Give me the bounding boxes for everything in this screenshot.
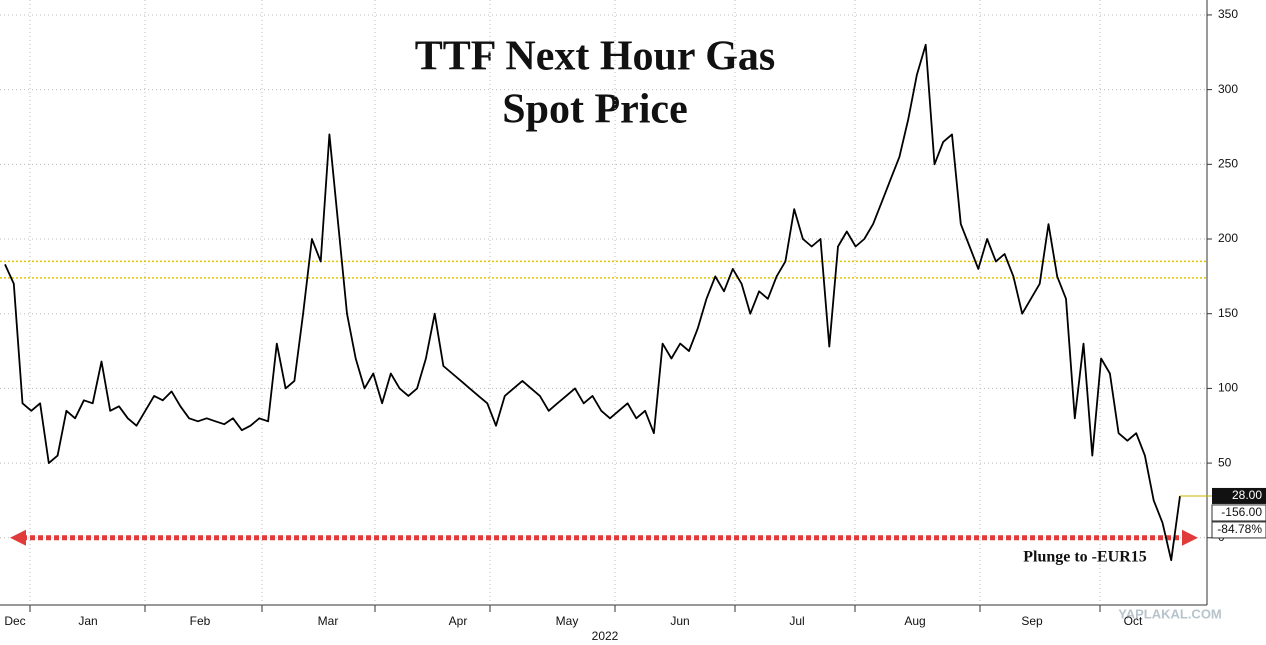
x-tick-label: Dec (4, 614, 25, 628)
change-tag (1211, 504, 1266, 522)
y-tick-label: 50 (1218, 455, 1232, 469)
last-value-label: 28.00 (1232, 488, 1262, 502)
arrow-head (10, 529, 26, 546)
x-tick-label: Aug (904, 614, 925, 628)
line-series (4, 43, 1181, 562)
x-tick-label: Jun (670, 614, 689, 628)
last-value-tag (1212, 487, 1266, 504)
x-tick-label: Mar (318, 614, 339, 628)
year-label: 2022 (592, 629, 619, 643)
annotation: Plunge to -EUR15 (1023, 548, 1147, 565)
x-tick-label: Sep (1021, 614, 1043, 628)
x-tick-label: Jul (789, 614, 804, 628)
chart-title: TTF Next Hour Gas (415, 34, 776, 80)
watermark: YAPLAKAL.COM (1118, 606, 1222, 621)
y-tick-label: 250 (1218, 156, 1238, 170)
y-tick-label: 200 (1218, 231, 1238, 245)
x-tick-label: Jan (78, 614, 97, 628)
x-tick-label: Oct (1124, 614, 1143, 628)
change-pct-label: -84.78% (1217, 522, 1262, 536)
x-tick-label: Feb (190, 614, 211, 628)
arrow-head (1182, 529, 1198, 546)
x-tick-label: May (556, 614, 579, 628)
y-tick-label: 150 (1218, 306, 1238, 320)
change-pct-tag (1211, 521, 1266, 539)
chart-title: Spot Price (502, 87, 687, 133)
change-label: -156.00 (1221, 505, 1262, 519)
x-tick-label: Apr (449, 614, 468, 628)
y-tick-label: 350 (1218, 7, 1238, 21)
y-tick-label: 300 (1218, 82, 1238, 96)
y-tick-label: 100 (1218, 381, 1238, 395)
